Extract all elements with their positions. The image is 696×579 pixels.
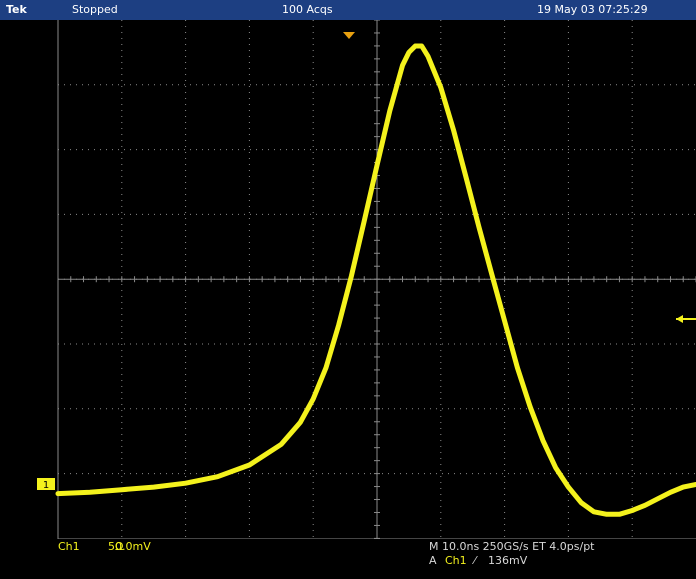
readout-bar: Ch1 50.0mV Ω M 10.0ns 250GS/s ET 4.0ps/p… xyxy=(0,539,696,579)
ch1-ground-marker[interactable]: 1 xyxy=(37,478,55,491)
graticule-and-trace: 1 xyxy=(37,20,696,539)
channel-label[interactable]: Ch1 xyxy=(58,540,80,553)
status-bar: Tek Stopped 100 Acqs 19 May 03 07:25:29 xyxy=(0,0,696,20)
trigger-source[interactable]: Ch1 xyxy=(445,554,467,567)
ground-marker-label: 1 xyxy=(43,480,49,491)
channel-scale-value: 50.0mV xyxy=(108,540,151,553)
waveform-display[interactable]: 1 xyxy=(0,20,696,579)
timebase-readout[interactable]: M 10.0ns 250GS/s ET 4.0ps/pt xyxy=(429,540,595,553)
graticule xyxy=(57,20,696,539)
impedance-symbol: Ω xyxy=(115,540,124,553)
acquisition-status: Stopped xyxy=(72,3,118,16)
date-time: 19 May 03 07:25:29 xyxy=(537,3,648,16)
channel-scale[interactable]: 50.0mV Ω xyxy=(108,540,151,553)
trigger-mode-label: A xyxy=(429,554,437,567)
ch1-waveform xyxy=(55,43,696,517)
trigger-position-marker[interactable] xyxy=(343,32,355,39)
trigger-slope-icon: ⁄ xyxy=(474,554,476,567)
acquisition-count: 100 Acqs xyxy=(282,3,333,16)
brand-label: Tek xyxy=(6,3,27,16)
trigger-level-marker[interactable] xyxy=(676,315,696,323)
trigger-level[interactable]: 136mV xyxy=(488,554,528,567)
